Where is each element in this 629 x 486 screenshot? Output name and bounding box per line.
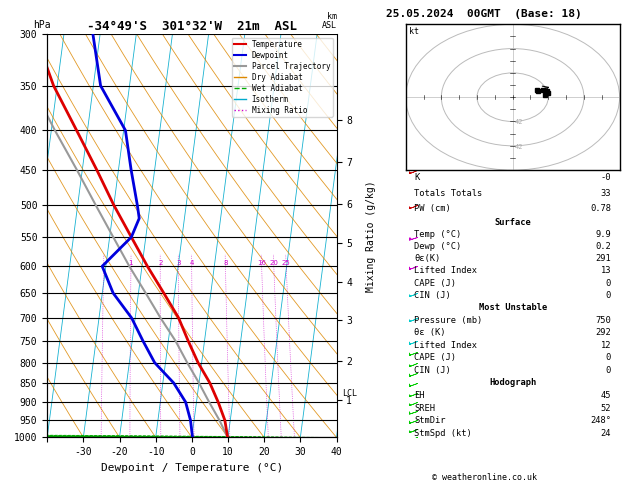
Text: 8: 8	[223, 260, 228, 266]
Text: 1: 1	[129, 260, 133, 266]
Text: 750: 750	[595, 315, 611, 325]
Text: Temp (°C): Temp (°C)	[415, 230, 462, 239]
Text: CIN (J): CIN (J)	[415, 291, 451, 300]
Text: © weatheronline.co.uk: © weatheronline.co.uk	[432, 473, 537, 482]
Text: 291: 291	[595, 254, 611, 263]
Text: EH: EH	[415, 391, 425, 400]
Text: 33: 33	[601, 189, 611, 198]
Text: km
ASL: km ASL	[321, 12, 337, 30]
Text: 0: 0	[606, 291, 611, 300]
Text: 0.78: 0.78	[590, 204, 611, 213]
Text: 13: 13	[601, 266, 611, 276]
Text: PW (cm): PW (cm)	[415, 204, 451, 213]
Title: -34°49'S  301°32'W  21m  ASL: -34°49'S 301°32'W 21m ASL	[87, 20, 297, 33]
Text: CIN (J): CIN (J)	[415, 366, 451, 375]
Text: 12: 12	[601, 341, 611, 350]
Text: 0.2: 0.2	[595, 242, 611, 251]
Text: Lifted Index: Lifted Index	[415, 341, 477, 350]
Text: kt: kt	[409, 27, 420, 36]
Text: θε(K): θε(K)	[415, 254, 440, 263]
Text: 16: 16	[257, 260, 266, 266]
Text: -0: -0	[601, 174, 611, 182]
Text: 9.9: 9.9	[595, 230, 611, 239]
Text: 42: 42	[515, 144, 523, 151]
Text: 0: 0	[606, 278, 611, 288]
Text: 45: 45	[601, 391, 611, 400]
Text: 0: 0	[606, 366, 611, 375]
X-axis label: Dewpoint / Temperature (°C): Dewpoint / Temperature (°C)	[101, 463, 283, 473]
Text: 20: 20	[269, 260, 278, 266]
Text: LCL: LCL	[342, 389, 357, 399]
Text: StmSpd (kt): StmSpd (kt)	[415, 429, 472, 438]
Text: 292: 292	[595, 328, 611, 337]
Text: 3: 3	[176, 260, 181, 266]
Text: 52: 52	[601, 404, 611, 413]
Text: 248°: 248°	[590, 417, 611, 425]
Text: 25: 25	[282, 260, 291, 266]
Text: 2: 2	[158, 260, 162, 266]
Text: Pressure (mb): Pressure (mb)	[415, 315, 482, 325]
Text: 25.05.2024  00GMT  (Base: 18): 25.05.2024 00GMT (Base: 18)	[386, 9, 582, 19]
Text: Lifted Index: Lifted Index	[415, 266, 477, 276]
Text: Most Unstable: Most Unstable	[479, 303, 547, 312]
Text: Dewp (°C): Dewp (°C)	[415, 242, 462, 251]
Text: CAPE (J): CAPE (J)	[415, 353, 456, 363]
Text: Hodograph: Hodograph	[489, 379, 537, 387]
Text: K: K	[415, 174, 420, 182]
Text: StmDir: StmDir	[415, 417, 446, 425]
Text: Mixing Ratio (g/kg): Mixing Ratio (g/kg)	[366, 180, 376, 292]
Text: CAPE (J): CAPE (J)	[415, 278, 456, 288]
Text: Surface: Surface	[494, 218, 531, 227]
Text: hPa: hPa	[33, 20, 50, 30]
Legend: Temperature, Dewpoint, Parcel Trajectory, Dry Adiabat, Wet Adiabat, Isotherm, Mi: Temperature, Dewpoint, Parcel Trajectory…	[232, 38, 333, 117]
Text: θε (K): θε (K)	[415, 328, 446, 337]
Text: Totals Totals: Totals Totals	[415, 189, 482, 198]
Text: 0: 0	[606, 353, 611, 363]
Text: 4: 4	[189, 260, 194, 266]
Text: 42: 42	[515, 119, 523, 125]
Text: SREH: SREH	[415, 404, 435, 413]
Text: 24: 24	[601, 429, 611, 438]
